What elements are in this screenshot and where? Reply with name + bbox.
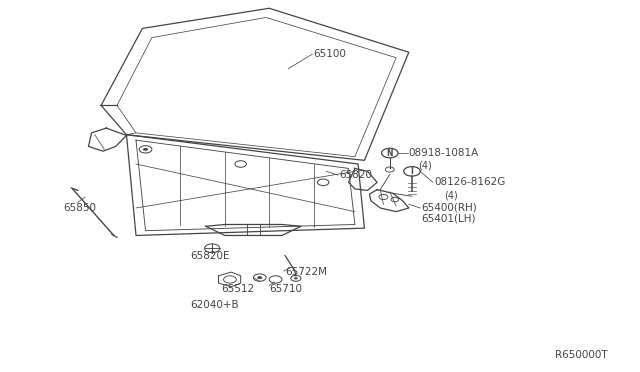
Text: I: I xyxy=(410,167,413,176)
Text: 65400(RH): 65400(RH) xyxy=(422,203,477,213)
Text: 65722M: 65722M xyxy=(285,267,327,277)
Text: (4): (4) xyxy=(419,161,432,171)
Text: 65512: 65512 xyxy=(221,283,255,294)
Text: 62040+B: 62040+B xyxy=(190,300,239,310)
Text: 65850: 65850 xyxy=(63,203,96,213)
Text: 65820: 65820 xyxy=(339,170,372,180)
Circle shape xyxy=(294,277,298,279)
Text: 65820E: 65820E xyxy=(190,251,229,261)
Text: 65100: 65100 xyxy=(314,49,346,59)
Text: 65710: 65710 xyxy=(269,283,302,294)
Text: 08126-8162G: 08126-8162G xyxy=(434,177,506,187)
Circle shape xyxy=(257,276,262,279)
Text: R650000T: R650000T xyxy=(555,350,607,360)
Circle shape xyxy=(143,148,148,151)
Text: 65401(LH): 65401(LH) xyxy=(422,214,476,224)
Text: 08918-1081A: 08918-1081A xyxy=(409,148,479,158)
Text: N: N xyxy=(387,148,393,157)
Text: (4): (4) xyxy=(444,190,458,200)
